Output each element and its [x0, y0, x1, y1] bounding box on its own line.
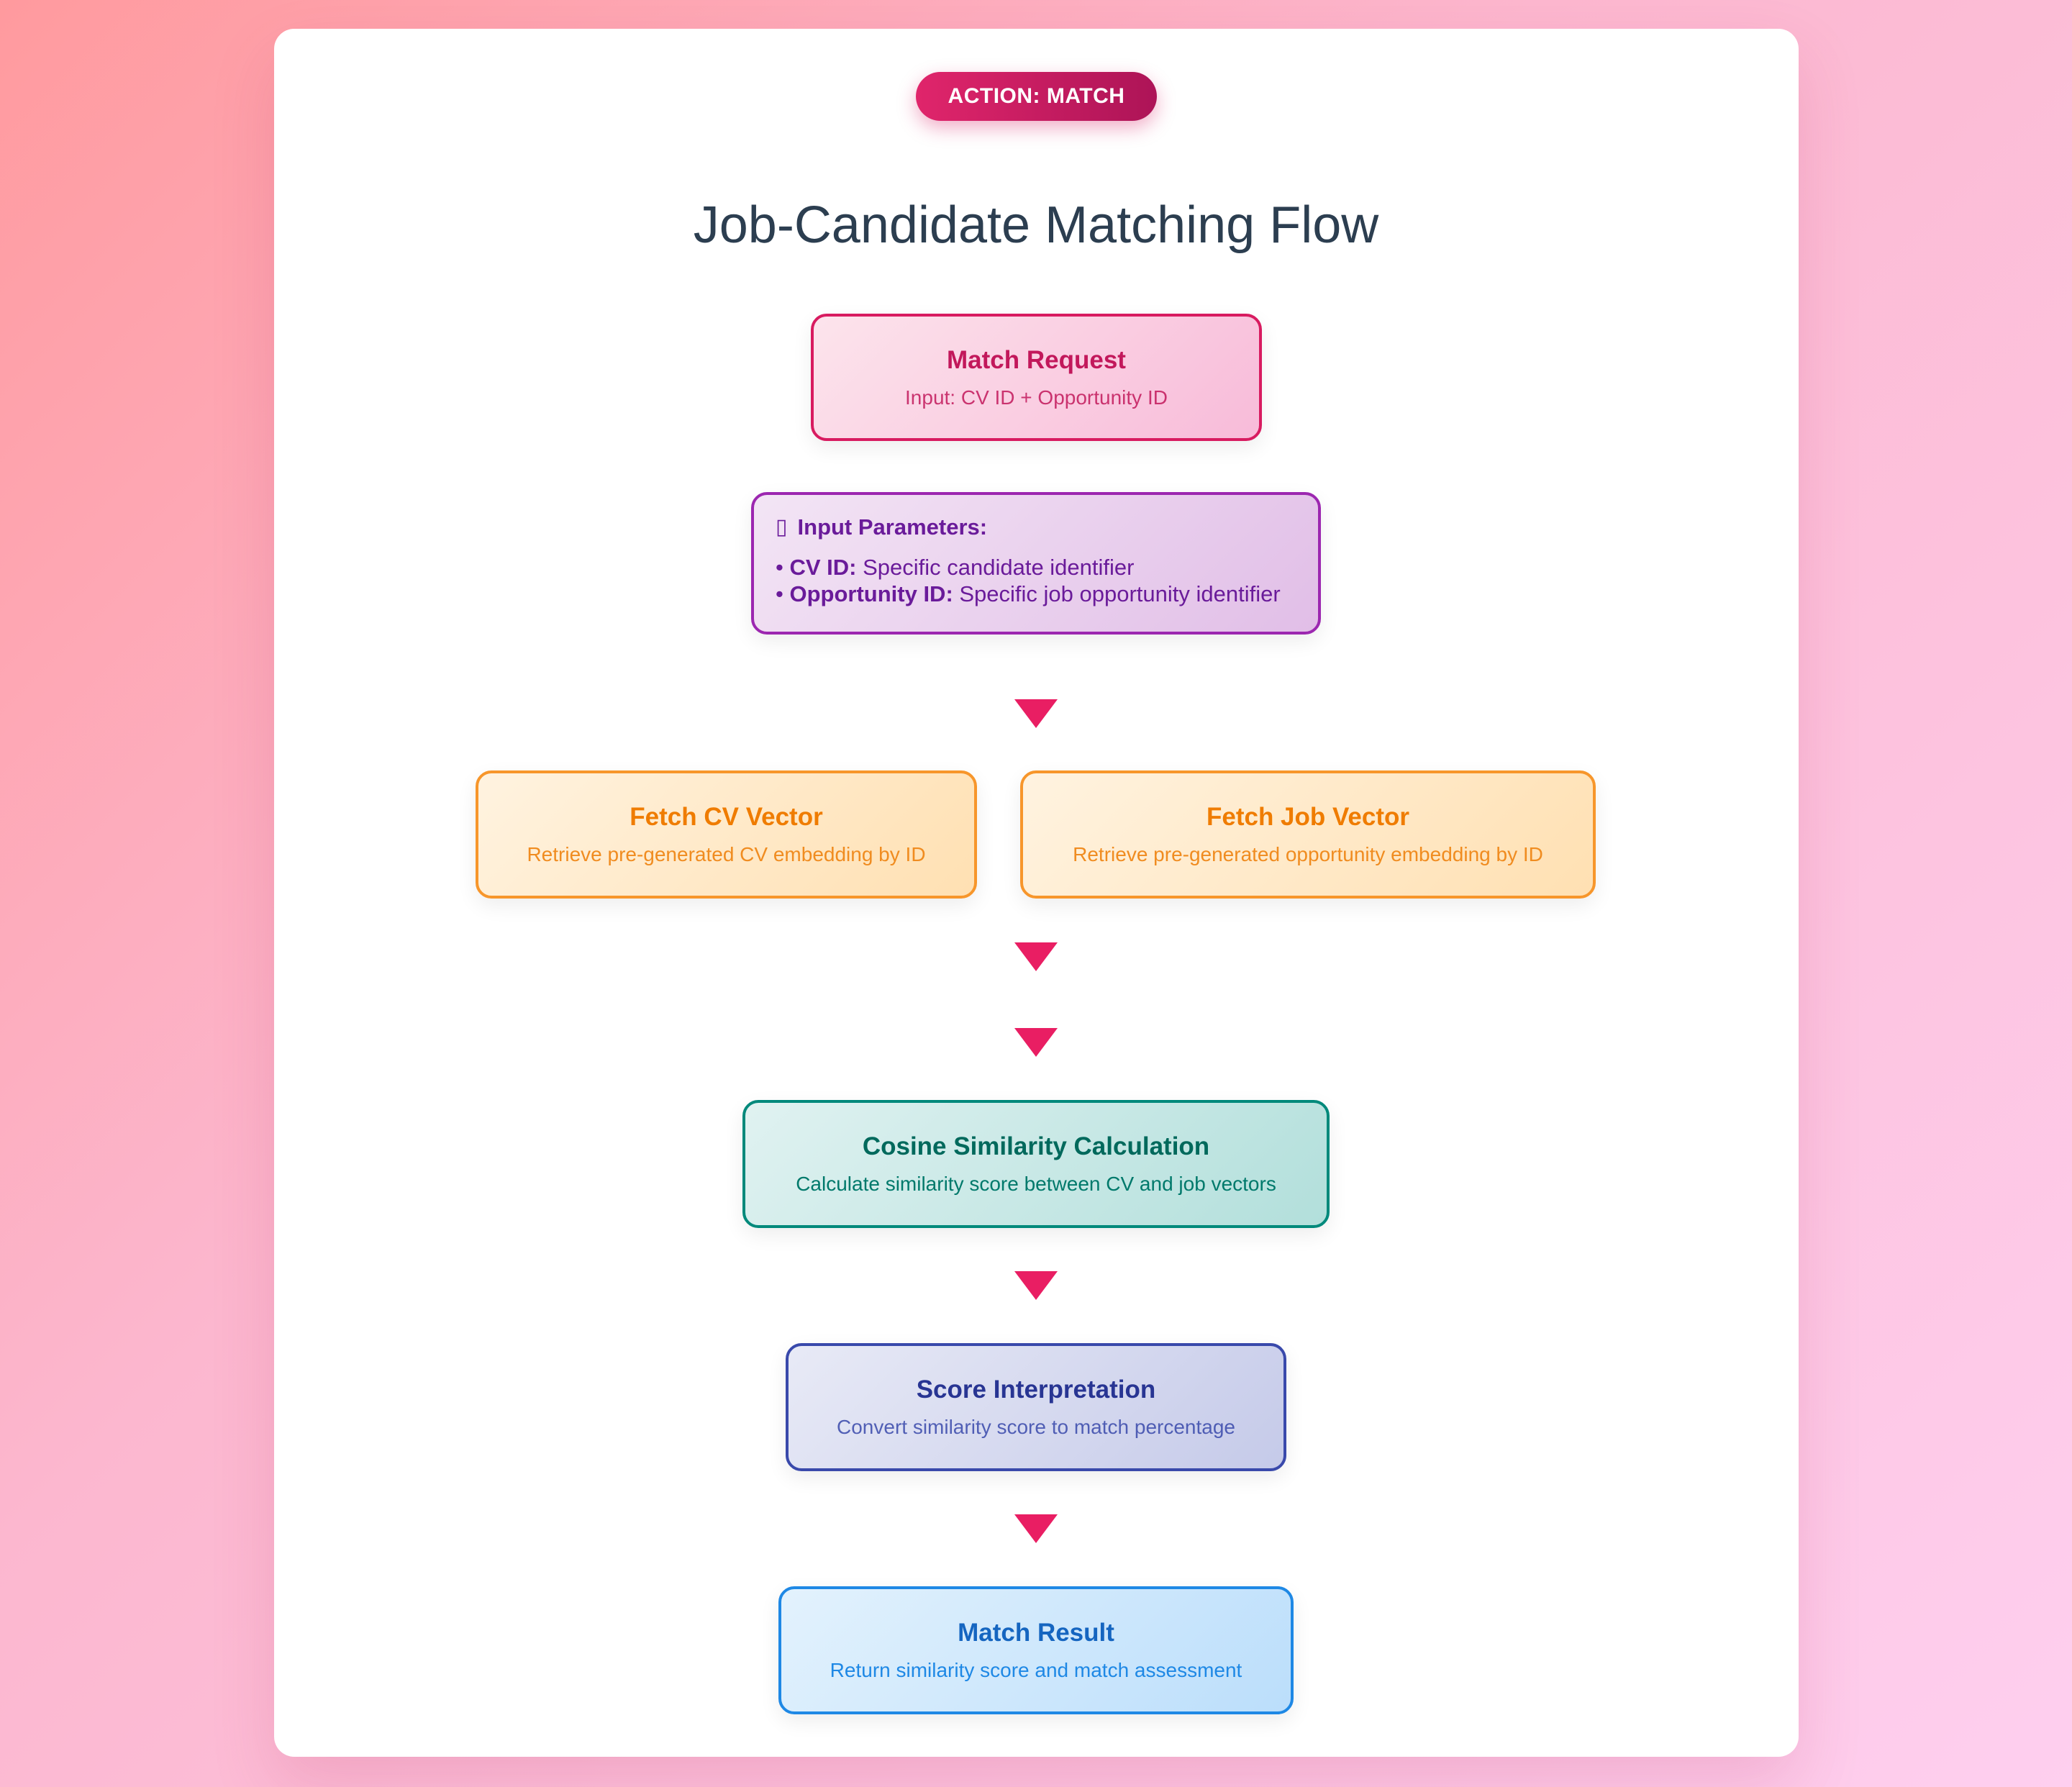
- param-bullet: •: [776, 555, 790, 580]
- fetch-cv-vector-subtitle: Retrieve pre-generated CV embedding by I…: [527, 843, 926, 865]
- flow-arrow-4: [1014, 1271, 1058, 1300]
- input-parameters-panel: ▯ Input Parameters: • CV ID: Specific ca…: [751, 492, 1321, 635]
- param-bullet: •: [776, 581, 790, 606]
- cosine-similarity-title: Cosine Similarity Calculation: [862, 1132, 1210, 1160]
- page-title: Job-Candidate Matching Flow: [693, 196, 1379, 254]
- match-result-node: Match Result Return similarity score and…: [778, 1586, 1294, 1714]
- cosine-similarity-node: Cosine Similarity Calculation Calculate …: [742, 1100, 1330, 1228]
- cosine-similarity-subtitle: Calculate similarity score between CV an…: [796, 1173, 1276, 1195]
- fetch-cv-vector-title: Fetch CV Vector: [630, 803, 823, 831]
- fetch-job-vector-subtitle: Retrieve pre-generated opportunity embed…: [1073, 843, 1543, 865]
- param-value: Specific job opportunity identifier: [953, 581, 1281, 606]
- score-interpretation-title: Score Interpretation: [916, 1376, 1156, 1404]
- action-badge: ACTION: MATCH: [916, 72, 1157, 121]
- match-result-title: Match Result: [958, 1619, 1114, 1647]
- fetch-job-vector-title: Fetch Job Vector: [1206, 803, 1410, 831]
- score-interpretation-node: Score Interpretation Convert similarity …: [786, 1343, 1286, 1471]
- flow-arrow-5: [1014, 1514, 1058, 1543]
- match-request-title: Match Request: [947, 345, 1126, 374]
- score-interpretation-subtitle: Convert similarity score to match percen…: [837, 1416, 1235, 1438]
- match-request-subtitle: Input: CV ID + Opportunity ID: [905, 386, 1168, 409]
- clipboard-icon: ▯: [776, 515, 788, 539]
- flow-arrow-3: [1014, 1028, 1058, 1057]
- input-parameters-list: • CV ID: Specific candidate identifier •…: [776, 554, 1296, 607]
- param-item-cv-id: • CV ID: Specific candidate identifier: [776, 554, 1296, 581]
- param-key: Opportunity ID:: [789, 581, 953, 606]
- flow-arrow-1: [1014, 699, 1058, 728]
- input-parameters-heading-row: ▯ Input Parameters:: [776, 514, 1296, 541]
- input-parameters-heading: Input Parameters:: [797, 514, 988, 540]
- flow-arrow-2: [1014, 942, 1058, 971]
- param-value: Specific candidate identifier: [856, 555, 1135, 580]
- param-item-opportunity-id: • Opportunity ID: Specific job opportuni…: [776, 581, 1296, 607]
- param-key: CV ID:: [789, 555, 857, 580]
- fetch-cv-vector-node: Fetch CV Vector Retrieve pre-generated C…: [476, 770, 977, 899]
- fetch-job-vector-node: Fetch Job Vector Retrieve pre-generated …: [1020, 770, 1596, 899]
- match-request-node: Match Request Input: CV ID + Opportunity…: [811, 314, 1262, 441]
- match-result-subtitle: Return similarity score and match assess…: [830, 1659, 1242, 1681]
